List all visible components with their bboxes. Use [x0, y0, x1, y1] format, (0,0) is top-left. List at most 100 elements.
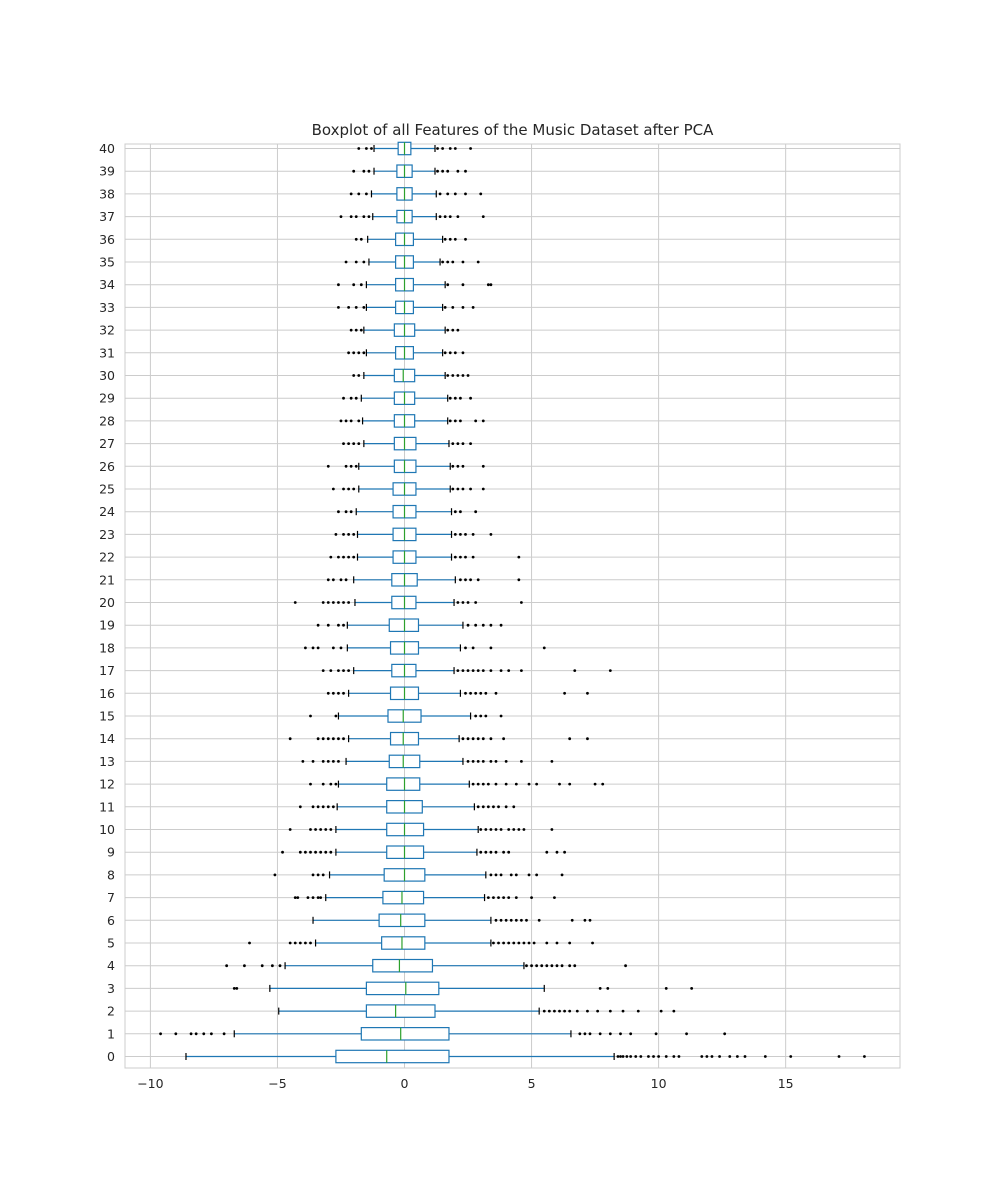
- plot-frame: [124, 143, 901, 1069]
- flier-point: [514, 873, 518, 877]
- flier-point: [621, 1055, 625, 1058]
- flier-point: [446, 192, 450, 196]
- flier-point: [619, 1032, 622, 1036]
- flier-point: [339, 578, 343, 582]
- box-iqr: [386, 845, 425, 859]
- x-tick-label: 5: [528, 1076, 536, 1091]
- flier-point: [334, 533, 338, 536]
- flier-point: [519, 669, 523, 672]
- flier-point: [563, 850, 566, 854]
- flier-point: [342, 691, 345, 695]
- flier-point: [456, 601, 460, 604]
- y-tick-label: 38: [99, 186, 115, 201]
- y-tick-label: 4: [107, 958, 115, 973]
- flier-point: [362, 169, 366, 173]
- flier-point: [519, 601, 523, 604]
- flier-point: [672, 1009, 676, 1013]
- box-iqr: [393, 368, 416, 383]
- flier-point: [453, 147, 457, 150]
- flier-point: [494, 850, 498, 854]
- flier-point: [625, 1055, 629, 1058]
- flier-point: [347, 351, 351, 355]
- flier-point: [481, 737, 485, 741]
- y-tick-label: 15: [99, 709, 115, 724]
- flier-point: [479, 850, 483, 854]
- flier-point: [326, 464, 330, 468]
- flier-point: [527, 873, 531, 877]
- flier-point: [474, 601, 478, 604]
- flier-point: [441, 169, 445, 173]
- flier-point: [606, 987, 610, 990]
- box-iqr: [386, 822, 425, 837]
- flier-point: [545, 964, 549, 968]
- flier-point: [329, 555, 333, 559]
- flier-point: [334, 782, 338, 786]
- flier-point: [337, 669, 340, 672]
- flier-point: [331, 601, 335, 604]
- y-tick-label: 27: [99, 436, 115, 451]
- flier-point: [453, 533, 457, 536]
- flier-point: [481, 419, 485, 423]
- flier-point: [321, 873, 325, 877]
- y-tick-label: 14: [99, 731, 115, 746]
- flier-point: [466, 737, 470, 741]
- y-tick-label: 40: [99, 141, 115, 156]
- flier-point: [339, 646, 343, 650]
- flier-point: [474, 419, 478, 423]
- flier-point: [443, 215, 447, 219]
- flier-point: [555, 941, 559, 945]
- flier-point: [342, 487, 345, 491]
- flier-point: [507, 828, 511, 831]
- flier-point: [499, 828, 503, 831]
- flier-point: [619, 1055, 622, 1058]
- y-tick-label: 31: [99, 345, 115, 360]
- flier-point: [309, 850, 312, 854]
- flier-point: [593, 782, 597, 786]
- flier-point: [583, 1032, 587, 1036]
- flier-point: [489, 669, 493, 672]
- flier-point: [519, 918, 523, 922]
- flier-point: [616, 1055, 620, 1058]
- flier-point: [451, 464, 455, 468]
- y-tick-label: 34: [99, 277, 115, 292]
- flier-point: [304, 941, 307, 945]
- flier-point: [461, 374, 465, 377]
- flier-point: [502, 737, 506, 741]
- y-tick-label: 10: [99, 822, 115, 837]
- flier-point: [489, 873, 493, 877]
- flier-point: [448, 396, 452, 400]
- flier-point: [349, 328, 353, 332]
- y-tick-label: 22: [99, 550, 115, 565]
- flier-point: [354, 464, 358, 468]
- flier-point: [504, 782, 508, 786]
- flier-point: [494, 760, 498, 763]
- flier-point: [527, 941, 531, 945]
- flier-point: [347, 669, 351, 672]
- flier-point: [293, 896, 297, 899]
- flier-point: [504, 760, 508, 763]
- flier-point: [568, 782, 572, 786]
- flier-point: [659, 1009, 663, 1013]
- flier-point: [359, 328, 363, 332]
- flier-point: [281, 850, 284, 854]
- flier-point: [316, 896, 320, 899]
- flier-point: [466, 623, 470, 627]
- flier-point: [507, 896, 511, 899]
- flier-point: [550, 964, 554, 968]
- flier-point: [535, 782, 539, 786]
- flier-point: [537, 918, 541, 922]
- flier-point: [461, 351, 465, 355]
- box-iqr: [388, 754, 421, 769]
- flier-point: [225, 964, 229, 968]
- flier-point: [314, 850, 317, 854]
- flier-point: [459, 555, 462, 559]
- flier-point: [352, 169, 356, 173]
- y-tick-label: 21: [99, 572, 115, 587]
- flier-point: [342, 396, 345, 400]
- flier-point: [159, 1032, 162, 1036]
- flier-point: [685, 1032, 688, 1036]
- flier-point: [331, 578, 335, 582]
- flier-point: [481, 760, 485, 763]
- box-iqr: [387, 709, 422, 723]
